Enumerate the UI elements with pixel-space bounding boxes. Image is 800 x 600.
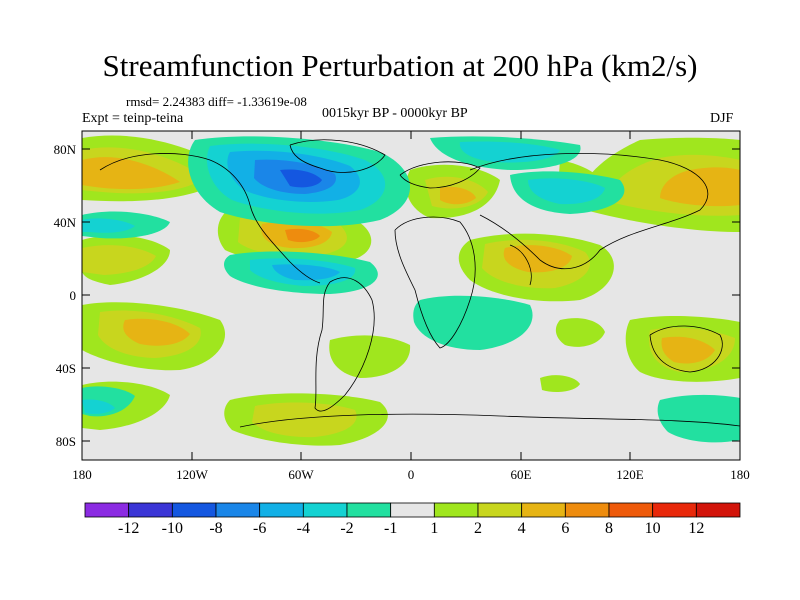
colorbar-label: -6: [253, 520, 266, 537]
colorbar-box: [608, 502, 654, 518]
period-label: 0015kyr BP - 0000kyr BP: [322, 106, 468, 121]
colorbar-label: -8: [209, 520, 222, 537]
experiment-label: Expt = teinp-teina: [82, 111, 184, 126]
colorbar-box: [346, 502, 392, 518]
map-title: Streamfunction Perturbation at 200 hPa (…: [102, 48, 698, 83]
colorbar-label: 2: [474, 520, 482, 537]
coastlines: [99, 139, 740, 428]
colorbar-label: -1: [384, 520, 397, 537]
season-label: DJF: [710, 111, 734, 126]
colorbar-box: [564, 502, 610, 518]
colorbar-label: 4: [518, 520, 526, 537]
colorbar-label: -12: [118, 520, 139, 537]
lon-label-0: 0: [408, 467, 415, 482]
colorbar-label: -4: [297, 520, 310, 537]
colorbar-box: [84, 502, 130, 518]
negative-anomaly-regions: [82, 136, 740, 443]
lat-label-40n: 40N: [54, 215, 77, 230]
streamfunction-field: [82, 131, 740, 460]
colorbar-box: [433, 502, 479, 518]
colorbar-box: [128, 502, 173, 518]
colorbar-box: [477, 502, 523, 518]
lon-label-60w: 60W: [288, 467, 314, 482]
colorbar-label: 10: [645, 520, 661, 537]
colorbar-label: -10: [162, 520, 183, 537]
colorbar-box: [695, 502, 741, 518]
lon-label-120w: 120W: [176, 467, 209, 482]
colorbar-label: 1: [430, 520, 438, 537]
colorbar-label: 12: [688, 520, 704, 537]
lon-label-60e: 60E: [511, 467, 532, 482]
rmsd-diff-stats: rmsd= 2.24383 diff= -1.33619e-08: [126, 94, 307, 109]
colorbar-label: -2: [340, 520, 353, 537]
lat-label-80n: 80N: [54, 142, 77, 157]
colorbar-box: [259, 502, 304, 518]
lat-label-0: 0: [70, 288, 77, 303]
colorbar-box: [302, 502, 348, 518]
colorbar-box: [215, 502, 261, 518]
lat-label-80s: 80S: [56, 434, 76, 449]
lon-label-180e: 180: [730, 467, 750, 482]
lat-label-40s: 40S: [56, 361, 76, 376]
lon-tick-marks: [81, 131, 741, 460]
colorbar-box: [171, 502, 217, 518]
colorbar-box: [652, 502, 697, 518]
colorbar-label: 8: [605, 520, 613, 537]
colorbar: [84, 502, 741, 518]
lon-label-180w: 180: [72, 467, 92, 482]
lat-tick-marks: [82, 148, 740, 442]
lon-label-120e: 120E: [616, 467, 644, 482]
colorbar-label: 6: [561, 520, 569, 537]
colorbar-box: [521, 502, 566, 518]
colorbar-box: [390, 502, 435, 518]
colorbar-labels: -12 -10 -8 -6 -4 -2 -1 1 2 4 6 8 10 12: [118, 520, 704, 537]
